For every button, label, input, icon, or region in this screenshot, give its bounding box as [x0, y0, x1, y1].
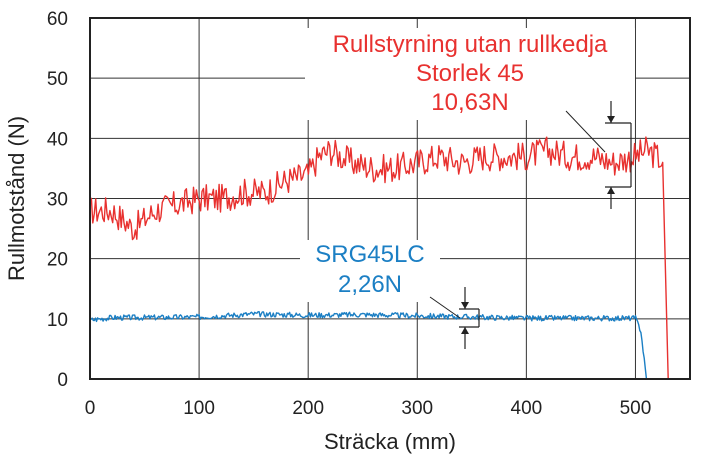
x-tick-label: 500	[620, 398, 652, 419]
series-layer	[89, 136, 669, 380]
y-axis-label: Rullmotstånd (N)	[4, 116, 29, 281]
x-tick-label: 400	[511, 398, 543, 419]
y-tick-label: 20	[47, 250, 68, 271]
x-tick-label: 200	[292, 398, 324, 419]
y-tick-label: 10	[47, 310, 68, 331]
x-tick-label: 0	[85, 398, 96, 419]
x-axis-label: Sträcka (mm)	[324, 429, 456, 454]
arrow-head	[607, 116, 615, 123]
arrow-head	[461, 302, 469, 309]
arrow-head	[607, 187, 615, 194]
x-tick-label: 300	[401, 398, 433, 419]
series-annotation-line: 2,26N	[338, 271, 402, 298]
annotation-backing	[305, 28, 635, 120]
annotation-backing	[300, 240, 440, 302]
series-line-0	[89, 136, 669, 380]
series-line-1	[89, 311, 663, 380]
series-annotation-line: 10,63N	[431, 89, 508, 116]
arrow-head	[461, 327, 469, 334]
y-tick-label: 50	[47, 69, 68, 90]
series-annotation-line: Storlek 45	[416, 60, 524, 87]
leader-line	[565, 110, 606, 153]
leader-line	[429, 296, 461, 319]
x-tick-label: 100	[183, 398, 215, 419]
y-tick-label: 60	[47, 9, 68, 30]
x-tick-labels: 0 100 200 300 400 500	[85, 398, 652, 419]
y-tick-label: 30	[47, 190, 68, 211]
series-annotation-line: SRG45LC	[315, 241, 424, 268]
series-annotation-line: Rullstyrning utan rullkedja	[333, 31, 608, 58]
plot-frame	[89, 17, 691, 380]
y-tick-label: 40	[47, 129, 68, 150]
y-tick-label: 0	[57, 370, 68, 391]
y-tick-labels: 0 10 20 30 40 50 60	[47, 9, 68, 391]
